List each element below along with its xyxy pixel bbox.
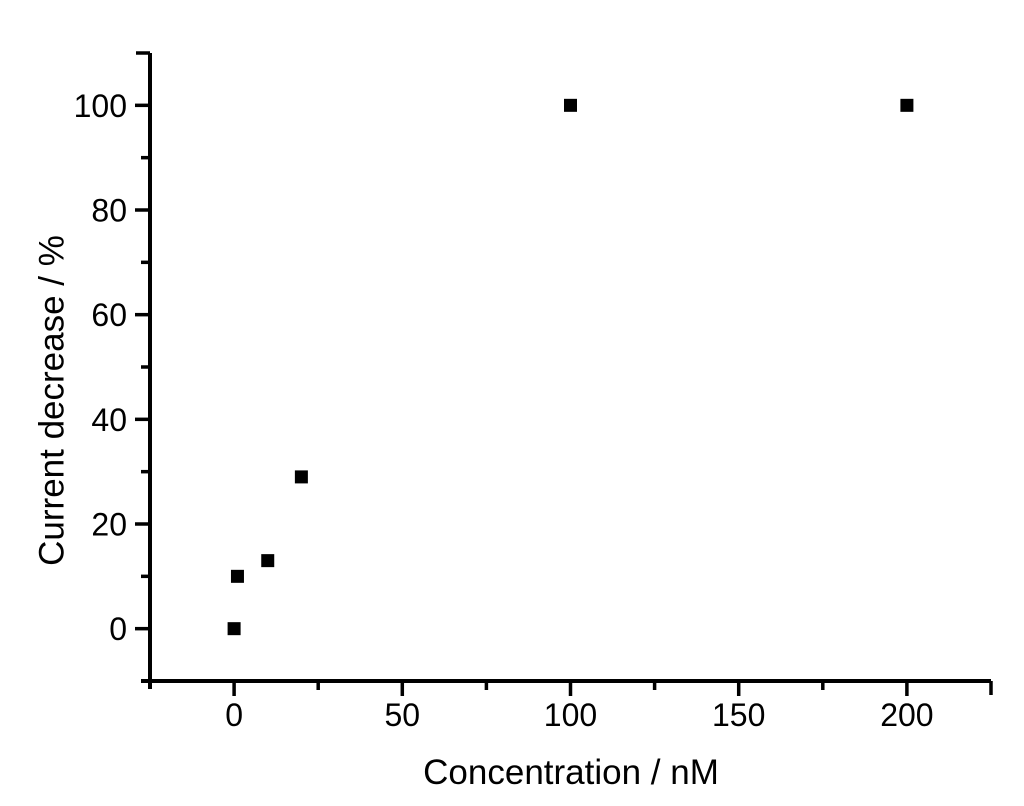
- data-point: [261, 554, 275, 568]
- data-point: [900, 98, 914, 112]
- data-point: [230, 569, 244, 583]
- y-tick-label: 80: [91, 193, 127, 229]
- data-point: [564, 98, 577, 112]
- y-tick-label: 20: [91, 507, 127, 543]
- x-tick-label: 100: [544, 697, 597, 733]
- x-tick-label: 0: [225, 697, 243, 733]
- x-axis-title: Concentration / nM: [423, 753, 719, 792]
- data-point: [294, 470, 308, 484]
- y-tick-label: 40: [91, 402, 127, 438]
- y-tick-label: 0: [109, 611, 127, 647]
- x-tick-label: 150: [712, 697, 765, 733]
- data-point: [227, 622, 241, 636]
- x-tick-label: 50: [385, 697, 421, 733]
- y-axis-title: Current decrease / %: [32, 235, 72, 566]
- x-tick-label: 200: [880, 697, 933, 733]
- y-tick-label: 60: [91, 297, 127, 333]
- y-tick-label: 100: [74, 88, 127, 124]
